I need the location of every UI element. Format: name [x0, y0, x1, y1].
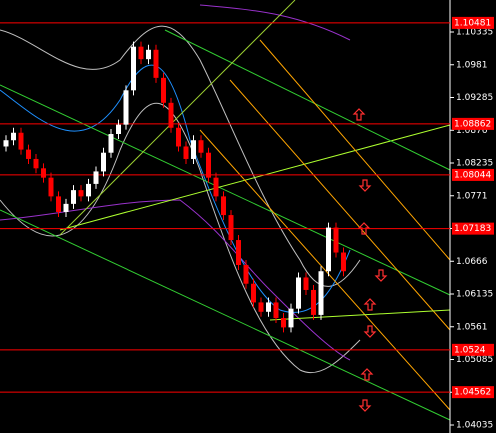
candle-body — [243, 265, 249, 284]
candle-body — [153, 49, 159, 78]
trend-line — [59, 0, 296, 236]
up-arrow — [352, 108, 366, 121]
level-label: 1.07183 — [454, 224, 491, 234]
signal-arrows — [352, 108, 388, 412]
candle-body — [341, 252, 346, 272]
up-arrow — [363, 298, 377, 311]
level-label-box — [452, 343, 494, 356]
y-tick-label: 1.0666 — [456, 257, 488, 267]
candle-body — [258, 302, 264, 312]
candle-body — [281, 318, 286, 328]
candle-body — [108, 133, 114, 153]
candle-body — [18, 132, 24, 150]
y-tick-label: 1.04035 — [456, 421, 493, 431]
candle-body — [251, 283, 256, 303]
level-label-box — [452, 117, 494, 130]
level-label: 1.08044 — [454, 170, 491, 180]
down-arrow — [374, 269, 388, 282]
candle-body — [146, 49, 151, 60]
candle-body — [311, 289, 316, 315]
candle-body — [183, 146, 189, 159]
fib-line — [229, 79, 451, 331]
candle-body — [266, 302, 271, 312]
level-label-box — [452, 386, 494, 399]
candle-body — [11, 132, 16, 141]
candle-body — [138, 46, 144, 60]
bollinger-upper — [0, 25, 361, 287]
candle-body — [236, 240, 241, 266]
indicator-lines — [0, 0, 451, 421]
y-tick-label: 1.10335 — [456, 28, 493, 38]
y-tick-label: 1.06135 — [456, 290, 493, 300]
fib-line — [199, 129, 451, 411]
moving-average-slow — [0, 199, 351, 361]
down-arrow — [358, 179, 372, 192]
candle-body — [161, 77, 166, 103]
level-label: 1.10481 — [454, 18, 491, 28]
candle-body — [116, 124, 121, 134]
y-tick-label: 1.0771 — [456, 191, 488, 201]
candle-body — [131, 46, 136, 91]
candle-body — [213, 177, 219, 197]
candle-body — [71, 190, 76, 204]
fib-line — [259, 39, 451, 261]
candle-body — [26, 149, 31, 159]
down-arrow — [363, 325, 377, 338]
y-tick-label: 1.09285 — [456, 93, 493, 103]
candle-body — [206, 152, 211, 178]
candle-body — [56, 196, 61, 212]
candle-body — [63, 203, 69, 212]
trend-line — [269, 309, 451, 321]
up-arrow — [360, 368, 374, 381]
candle-body — [326, 227, 331, 272]
candle-body — [3, 140, 9, 147]
moving-average-top — [199, 4, 351, 41]
candle-body — [221, 196, 226, 216]
y-tick-label: 1.0876 — [456, 126, 488, 136]
y-tick-label: 1.05085 — [456, 355, 493, 365]
y-tick-label: 1.0561 — [456, 322, 488, 332]
y-tick-label: 1.08235 — [456, 159, 493, 169]
level-label-box — [452, 168, 494, 181]
candle-body — [33, 158, 39, 169]
trend-line — [164, 29, 451, 171]
candle-body — [273, 302, 279, 319]
trend-line — [0, 209, 451, 421]
up-arrow — [357, 222, 371, 235]
candle-body — [168, 102, 174, 128]
candle-body — [333, 227, 339, 253]
level-label: 1.08862 — [454, 119, 491, 129]
level-label: 1.0524 — [454, 345, 486, 355]
trend-line — [0, 84, 451, 296]
y-tick-label: 1.0981 — [456, 60, 488, 70]
level-label-box — [452, 16, 494, 29]
candle-body — [198, 140, 204, 153]
candle-body — [303, 277, 309, 290]
candle-body — [318, 271, 324, 315]
level-label-box — [452, 222, 494, 235]
candle-body — [296, 277, 301, 309]
down-arrow — [358, 399, 372, 412]
trend-line — [59, 124, 451, 231]
candle-body — [101, 152, 106, 172]
candle-body — [86, 183, 91, 197]
level-label: 1.04562 — [454, 388, 491, 398]
candle-body — [176, 127, 181, 147]
candle-body — [48, 177, 54, 197]
candle-body — [123, 90, 129, 125]
candle-body — [288, 308, 294, 328]
candle-body — [191, 140, 196, 159]
candle-body — [93, 171, 99, 184]
candle-body — [41, 168, 46, 178]
candle-body — [228, 215, 234, 241]
candle-body — [78, 190, 84, 197]
